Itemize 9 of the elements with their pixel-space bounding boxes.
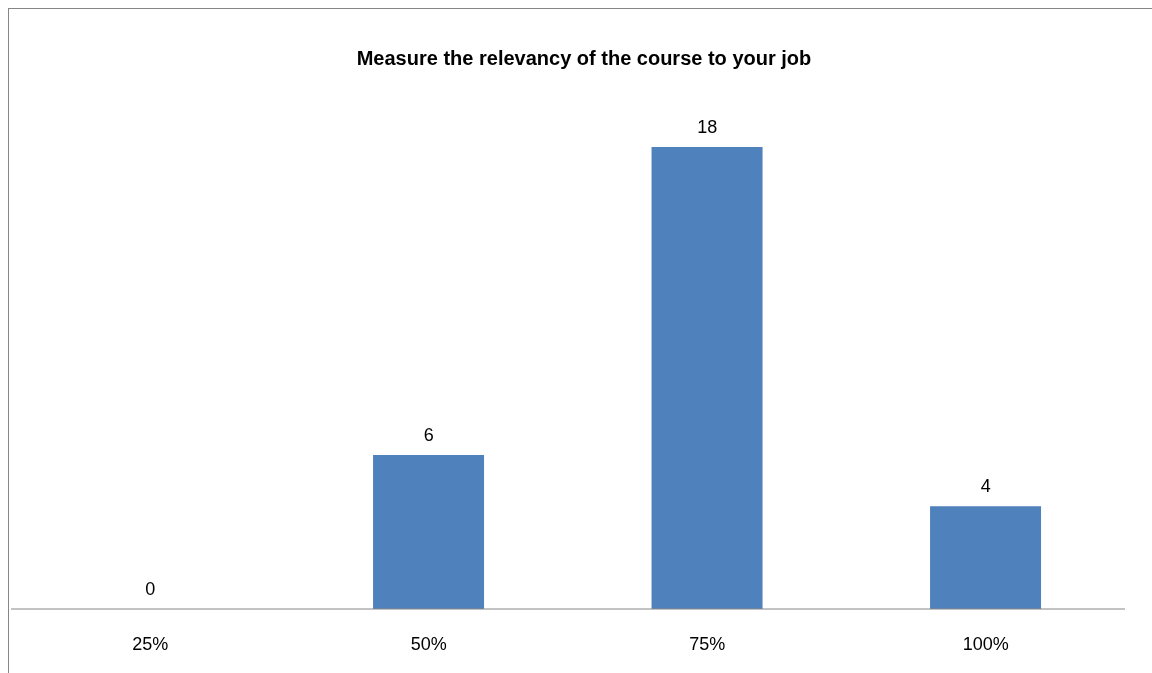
- data-label: 18: [697, 117, 718, 137]
- chart-title: Measure the relevancy of the course to your job: [355, 47, 813, 70]
- x-tick-label: 50%: [410, 633, 447, 654]
- data-label: 0: [145, 579, 156, 599]
- data-label: 6: [423, 425, 434, 445]
- x-tick-label: 100%: [962, 633, 1009, 654]
- data-label: 4: [980, 476, 991, 497]
- x-tick-label: 25%: [132, 633, 169, 654]
- x-tick-label: 75%: [689, 633, 726, 654]
